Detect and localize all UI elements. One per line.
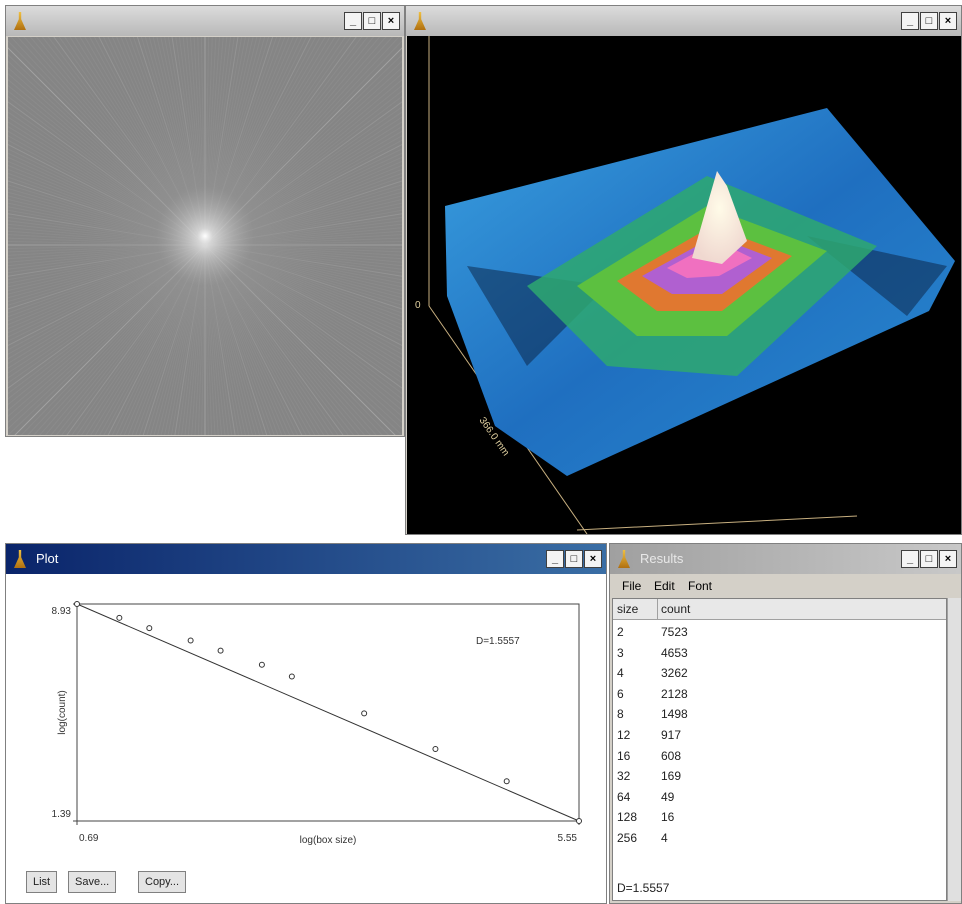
y-tick-label: 1.39: [52, 809, 72, 820]
close[interactable]: ×: [939, 550, 957, 568]
size-cell: 128: [617, 810, 638, 825]
size-cell: 32: [617, 769, 631, 784]
count-cell: 7523: [661, 625, 688, 639]
x-tick-label: 0.69: [79, 833, 99, 844]
window-controls: _ □ ×: [546, 550, 602, 568]
close[interactable]: ×: [382, 12, 400, 30]
x-tick-label: 5.55: [558, 833, 578, 844]
axis-line: [576, 515, 858, 531]
table-header: [613, 599, 946, 620]
column-divider: [657, 599, 658, 619]
count-cell: 917: [661, 728, 682, 742]
data-point: [217, 647, 224, 654]
data-point: [288, 673, 295, 680]
app-icon: [14, 12, 26, 30]
data-point: [116, 614, 123, 621]
app-icon: [414, 12, 426, 30]
count-cell: 4653: [661, 645, 688, 660]
y-tick-label: 8.93: [52, 606, 72, 617]
column-header: count: [661, 602, 691, 616]
scrollbar[interactable]: [947, 598, 961, 901]
results-window: Results _ □ × File Edit Font size count D=…: [609, 543, 962, 904]
close[interactable]: ×: [939, 12, 957, 30]
fft-window: _ □ ×: [5, 5, 405, 437]
minimize[interactable]: _: [344, 12, 362, 30]
size-cell: 16: [617, 748, 631, 763]
data-point: [258, 661, 265, 668]
count-cell: 3262: [661, 666, 688, 681]
window-controls: _ □ ×: [901, 12, 957, 30]
fit-line: [76, 603, 580, 822]
menu-item[interactable]: File: [622, 579, 642, 593]
minimize[interactable]: _: [901, 550, 919, 568]
data-point: [503, 778, 510, 785]
window-controls: _ □ ×: [901, 550, 957, 568]
maximize[interactable]: □: [565, 550, 583, 568]
title-bar: _ □ ×: [406, 6, 961, 36]
data-point: [187, 637, 194, 644]
plot-window: Plot _ □ × 1.39 8.93 0.69 5.55 log(box size) lo…: [5, 543, 607, 904]
plot-chart: 1.39 8.93 0.69 5.55 log(box size) log(count) D…: [52, 601, 582, 846]
window-controls: _ □ ×: [344, 12, 400, 30]
minimize[interactable]: _: [546, 550, 564, 568]
data-point: [576, 818, 582, 824]
axis-label: 0: [415, 300, 421, 311]
menu-item[interactable]: Edit: [654, 579, 675, 593]
size-cell: 8: [617, 707, 624, 722]
column-header: size: [617, 602, 639, 616]
surface-peak: [692, 171, 747, 264]
minimize[interactable]: _: [901, 12, 919, 30]
size-cell: 64: [617, 789, 631, 804]
fft-image: [8, 37, 402, 435]
count-cell: 4: [661, 831, 668, 845]
app-icon: [618, 550, 630, 568]
count-cell: 16: [661, 810, 675, 825]
menu-item[interactable]: Font: [688, 579, 713, 593]
data-point: [361, 710, 368, 717]
y-axis-label: log(count): [57, 690, 68, 734]
size-cell: 6: [617, 686, 624, 701]
count-cell: 2128: [661, 686, 688, 701]
size-cell: 2: [617, 625, 624, 639]
maximize[interactable]: □: [920, 12, 938, 30]
plot-frame: [76, 603, 580, 822]
results-table: size count D=1.5557 2 7523 3 4653 4 3262 6 2128…: [612, 598, 947, 901]
title-bar: _ □ ×: [6, 6, 404, 36]
data-point: [146, 625, 153, 632]
annotation: D=1.5557: [476, 636, 520, 647]
size-cell: 256: [617, 831, 638, 845]
save-button[interactable]: Save...: [68, 871, 117, 893]
title-bar: Plot _ □ ×: [6, 544, 606, 574]
data-point: [432, 746, 439, 753]
close[interactable]: ×: [584, 550, 602, 568]
maximize[interactable]: □: [920, 550, 938, 568]
window-title: Results: [640, 551, 684, 566]
app-icon: [14, 550, 26, 568]
size-cell: 12: [617, 728, 631, 742]
surface-window: _ □ × 0 366.0 mm: [405, 5, 962, 535]
count-cell: 169: [661, 769, 682, 784]
x-axis-label: log(box size): [300, 835, 357, 846]
title-bar: Results _ □ ×: [610, 544, 961, 574]
size-cell: 3: [617, 645, 624, 660]
copy-button[interactable]: Copy...: [138, 871, 187, 893]
surface-plot: 0 366.0 mm: [407, 36, 961, 534]
results-footer: D=1.5557: [617, 881, 670, 895]
fft-center: [8, 37, 402, 435]
count-cell: 1498: [661, 707, 688, 722]
size-cell: 4: [617, 666, 624, 681]
data-point: [74, 601, 80, 607]
maximize[interactable]: □: [363, 12, 381, 30]
count-cell: 608: [661, 748, 682, 763]
menu-bar: File Edit Font: [610, 574, 961, 596]
count-cell: 49: [661, 789, 675, 804]
window-title: Plot: [36, 551, 59, 566]
list-button[interactable]: List: [26, 871, 58, 893]
